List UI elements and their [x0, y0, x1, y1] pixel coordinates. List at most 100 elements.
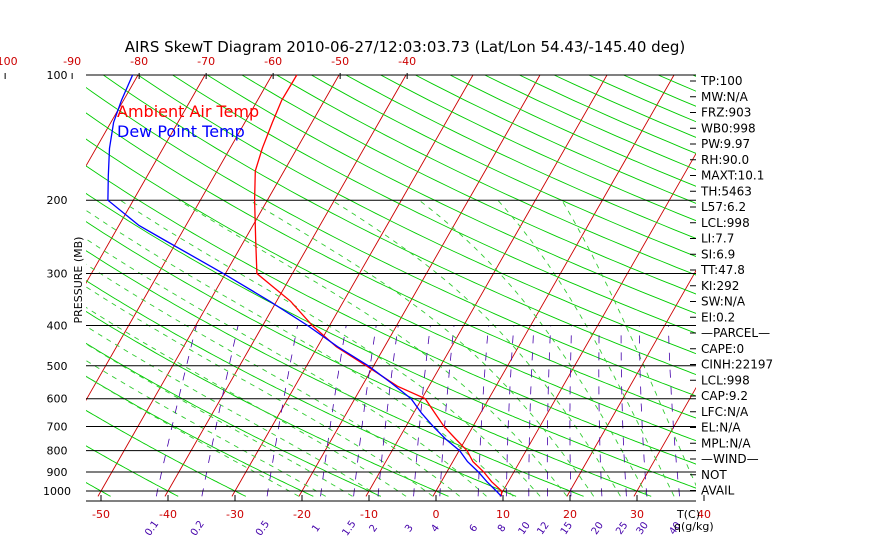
stats-entry: CAPE:0 — [701, 342, 744, 356]
thermo-grid — [0, 74, 870, 497]
dry-adiabat-line — [86, 112, 696, 419]
isotherm-line — [566, 269, 696, 497]
stats-entry: KI:292 — [701, 279, 739, 293]
moist-adiabat-line — [86, 360, 326, 497]
moist-adiabat-line — [86, 375, 300, 497]
mixing-ratio-line — [620, 325, 627, 497]
mixing-ratio-line — [668, 325, 680, 497]
dry-adiabat-line — [484, 74, 696, 171]
dry-adiabat-line — [86, 138, 696, 442]
stats-entry: MAXT:10.1 — [701, 169, 764, 183]
y-axis-label: PRESSURE (MB) — [72, 237, 85, 324]
bottom-temp-tick-label: 0 — [433, 508, 440, 521]
moist-adiabat-line — [249, 199, 595, 497]
pressure-tick-label: 600 — [47, 393, 68, 406]
legend-entry-dew-point-temp: Dew Point Temp — [117, 122, 245, 141]
chart-title: AIRS SkewT Diagram 2010-06-27/12:03:03.7… — [125, 38, 686, 56]
top-temp-tick-label: -80 — [130, 55, 148, 68]
dry-adiabat-line — [345, 74, 696, 239]
moist-adiabat-line — [86, 343, 353, 497]
mixing-ratio-tick-label: 2 — [368, 523, 381, 535]
stats-entry: LFC:N/A — [701, 405, 749, 419]
mixing-ratio-line — [320, 325, 347, 497]
isotherm-line — [835, 75, 870, 496]
moist-adiabat-line — [86, 209, 514, 497]
stats-entry: LCL:998 — [701, 373, 750, 387]
series-ambient-air-temp — [253, 74, 503, 497]
dry-adiabat-line — [86, 192, 696, 489]
stats-entry: WB0:998 — [701, 121, 756, 135]
dry-adiabat-line — [137, 74, 696, 355]
dry-adiabat-line — [86, 445, 179, 497]
pressure-tick-label: 700 — [47, 421, 68, 434]
x-unit-label: T(C) — [676, 508, 700, 521]
dry-adiabat-line — [241, 74, 696, 295]
mixing-ratio-line — [505, 325, 515, 497]
isotherm-line — [768, 75, 870, 496]
mixing-ratio-line — [353, 325, 377, 497]
top-temp-tick-label: -50 — [331, 55, 349, 68]
moist-adiabat-line — [119, 199, 541, 497]
moist-adiabat-line — [418, 199, 648, 497]
pressure-tick-label: 900 — [47, 466, 68, 479]
mixing-ratio-unit-label: q(g/kg) — [674, 520, 714, 533]
mixing-ratio-line — [413, 325, 431, 497]
isotherm-line — [86, 74, 273, 402]
mixing-ratio-tick-label: 6 — [468, 523, 481, 535]
stats-entry: FRZ:903 — [701, 106, 751, 120]
mixing-ratio-tick-label: 1.5 — [341, 519, 359, 538]
moist-adiabat-line — [86, 286, 434, 497]
moist-adiabat-line — [497, 199, 675, 497]
stats-entry: MW:N/A — [701, 90, 749, 104]
stats-entry: LCL:998 — [701, 216, 750, 230]
pressure-tick-label: 200 — [47, 194, 68, 207]
stats-entry: TH:5463 — [700, 184, 752, 198]
stats-entry: AVAIL — [701, 484, 735, 498]
stats-entry: CAP:9.2 — [701, 389, 748, 403]
isotherm-line — [0, 75, 4, 496]
mixing-ratio-line — [477, 325, 489, 497]
stats-entry: TT:47.8 — [700, 263, 745, 277]
dry-adiabat-line — [86, 165, 696, 465]
moist-adiabat-line — [178, 199, 568, 497]
mixing-ratio-tick-label: 8 — [496, 523, 509, 535]
dry-adiabat-line — [207, 74, 696, 314]
profile-series — [107, 74, 503, 497]
dry-adiabat-line — [86, 310, 449, 497]
isotherm-line — [298, 74, 541, 497]
bottom-temp-tick-label: -30 — [226, 508, 244, 521]
bottom-temp-tick-label: -20 — [293, 508, 311, 521]
stats-entry: NOT — [701, 468, 727, 482]
moist-adiabat-line — [86, 263, 460, 497]
stats-entry: SW:N/A — [701, 295, 746, 309]
bottom-temp-tick-label: -10 — [360, 508, 378, 521]
pressure-tick-label: 1000 — [43, 485, 71, 498]
bottom-temp-tick-label: 40 — [697, 508, 711, 521]
stats-entry: EL:N/A — [701, 421, 741, 435]
mixing-ratio-tick-label: 25 — [614, 520, 630, 537]
mixing-ratio-line — [546, 325, 552, 497]
stats-entry: —WIND— — [701, 452, 759, 466]
dry-adiabat-line — [86, 409, 246, 497]
top-temp-tick-label: -70 — [197, 55, 215, 68]
dry-adiabat-line — [311, 74, 696, 257]
mixing-ratio-tick-label: 4 — [429, 523, 442, 535]
mixing-ratio-line — [377, 325, 399, 497]
stats-entry: —PARCEL— — [701, 326, 770, 340]
mixing-ratio-tick-label: 30 — [635, 520, 651, 537]
mixing-ratio-line — [528, 325, 535, 497]
isotherm-line — [365, 74, 608, 497]
dry-adiabat-line — [380, 74, 696, 222]
bottom-temp-tick-label: 10 — [496, 508, 510, 521]
mixing-ratio-line — [266, 325, 298, 497]
dry-adiabat-line — [276, 74, 696, 276]
mixing-ratio-tick-label: 3 — [403, 523, 416, 535]
stats-entry: L57:6.2 — [701, 200, 746, 214]
mixing-ratio-line — [439, 325, 455, 497]
stats-entry: RH:90.0 — [701, 153, 749, 167]
moist-adiabat-line — [86, 325, 380, 497]
mixing-ratio-tick-label: 15 — [559, 520, 575, 537]
